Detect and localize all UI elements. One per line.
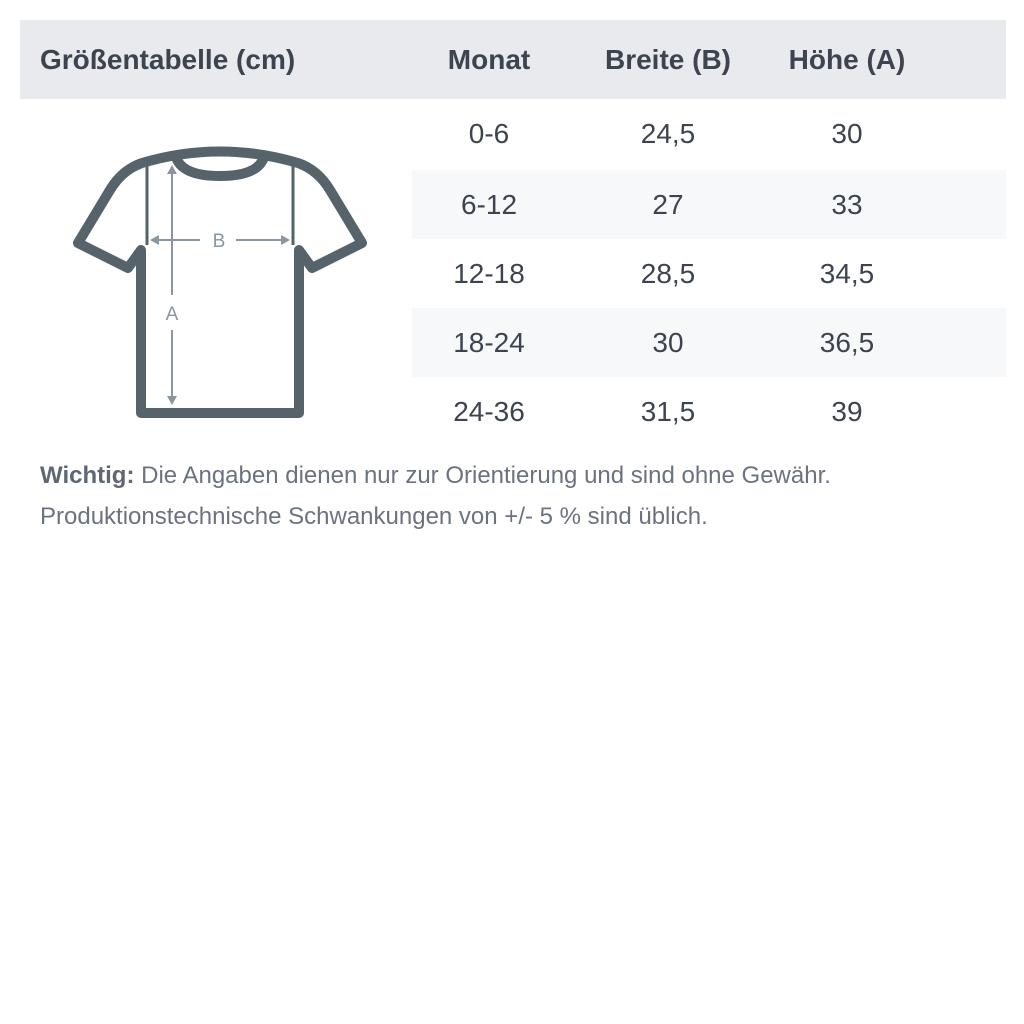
disclaimer-note: Wichtig: Die Angaben dienen nur zur Orie… (40, 455, 831, 537)
row-stripe (412, 308, 1006, 377)
column-header-width: Breite (B) (604, 44, 731, 75)
cell-width: 28,5 (640, 258, 696, 289)
table-header (20, 20, 1006, 99)
note-text-2: Produktionstechnische Schwankungen von +… (40, 503, 708, 530)
row-stripe (412, 170, 1006, 239)
cell-width: 27 (652, 189, 684, 220)
table-title: Größentabelle (cm) (40, 44, 296, 75)
note-text: Die Angaben dienen nur zur Orientierung … (134, 462, 831, 489)
cell-width: 24,5 (640, 118, 696, 149)
cell-height: 33 (831, 189, 863, 220)
label-b: B (213, 231, 226, 252)
cell-height: 34,5 (819, 258, 875, 289)
cell-month: 6-12 (460, 189, 518, 220)
cell-width: 30 (652, 327, 684, 358)
cell-month: 0-6 (468, 118, 510, 149)
note-label: Wichtig: (40, 462, 135, 489)
cell-height: 36,5 (819, 327, 875, 358)
column-header-month: Monat (447, 44, 531, 75)
cell-month: 12-18 (453, 258, 525, 289)
label-a: A (166, 304, 179, 325)
cell-month: 18-24 (453, 327, 525, 358)
column-header-height: Höhe (A) (788, 44, 906, 75)
cell-height: 39 (831, 396, 863, 427)
cell-month: 24-36 (453, 396, 525, 427)
cell-width: 31,5 (640, 396, 696, 427)
cell-height: 30 (831, 118, 863, 149)
